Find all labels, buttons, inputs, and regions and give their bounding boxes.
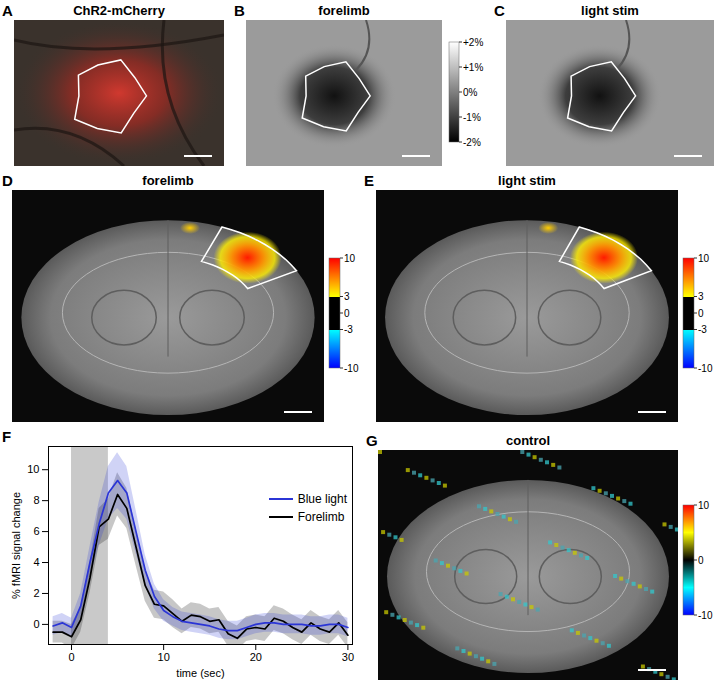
svg-text:10: 10: [698, 500, 710, 511]
svg-text:-3: -3: [698, 324, 707, 335]
svg-text:4: 4: [33, 556, 39, 568]
svg-text:-1%: -1%: [463, 112, 481, 123]
svg-text:B: B: [234, 2, 245, 19]
svg-text:10: 10: [158, 651, 170, 663]
svg-text:10: 10: [698, 253, 710, 264]
svg-text:time (sec): time (sec): [176, 667, 224, 679]
svg-text:+1%: +1%: [463, 62, 483, 73]
svg-text:forelimb: forelimb: [142, 173, 193, 188]
svg-text:E: E: [364, 172, 374, 189]
svg-text:ChR2-mCherry: ChR2-mCherry: [73, 3, 166, 18]
svg-text:-10: -10: [698, 610, 713, 621]
html-text:F: F: [2, 428, 12, 445]
svg-text:6: 6: [33, 525, 39, 537]
svg-text:3: 3: [698, 291, 704, 302]
svg-text:0%: 0%: [463, 87, 478, 98]
svg-text:20: 20: [250, 651, 262, 663]
svg-text:0: 0: [33, 618, 39, 630]
svg-text:C: C: [494, 2, 505, 19]
svg-text:10: 10: [27, 463, 39, 475]
svg-text:0: 0: [344, 308, 350, 319]
svg-text:forelimb: forelimb: [318, 3, 369, 18]
svg-text:30: 30: [342, 651, 354, 663]
svg-text:A: A: [2, 2, 13, 19]
svg-text:10: 10: [344, 253, 356, 264]
svg-text:light stim: light stim: [581, 3, 639, 18]
svg-text:light stim: light stim: [498, 173, 556, 188]
svg-text:+2%: +2%: [463, 37, 483, 48]
svg-text:-10: -10: [344, 363, 359, 374]
svg-text:8: 8: [33, 494, 39, 506]
svg-text:-3: -3: [344, 324, 353, 335]
svg-text:G: G: [366, 432, 378, 449]
svg-text:-10: -10: [698, 363, 713, 374]
svg-text:0: 0: [68, 651, 74, 663]
svg-text:-2%: -2%: [463, 137, 481, 148]
svg-text:control: control: [506, 433, 550, 448]
svg-text:% fMRI signal change: % fMRI signal change: [10, 492, 22, 599]
svg-text:3: 3: [344, 291, 350, 302]
svg-text:0: 0: [698, 308, 704, 319]
svg-text:2: 2: [33, 587, 39, 599]
svg-text:D: D: [2, 172, 13, 189]
html-text:Blue light: Blue light: [297, 492, 347, 506]
html-text:Forelimb: Forelimb: [297, 510, 345, 524]
svg-text:0: 0: [698, 555, 704, 566]
